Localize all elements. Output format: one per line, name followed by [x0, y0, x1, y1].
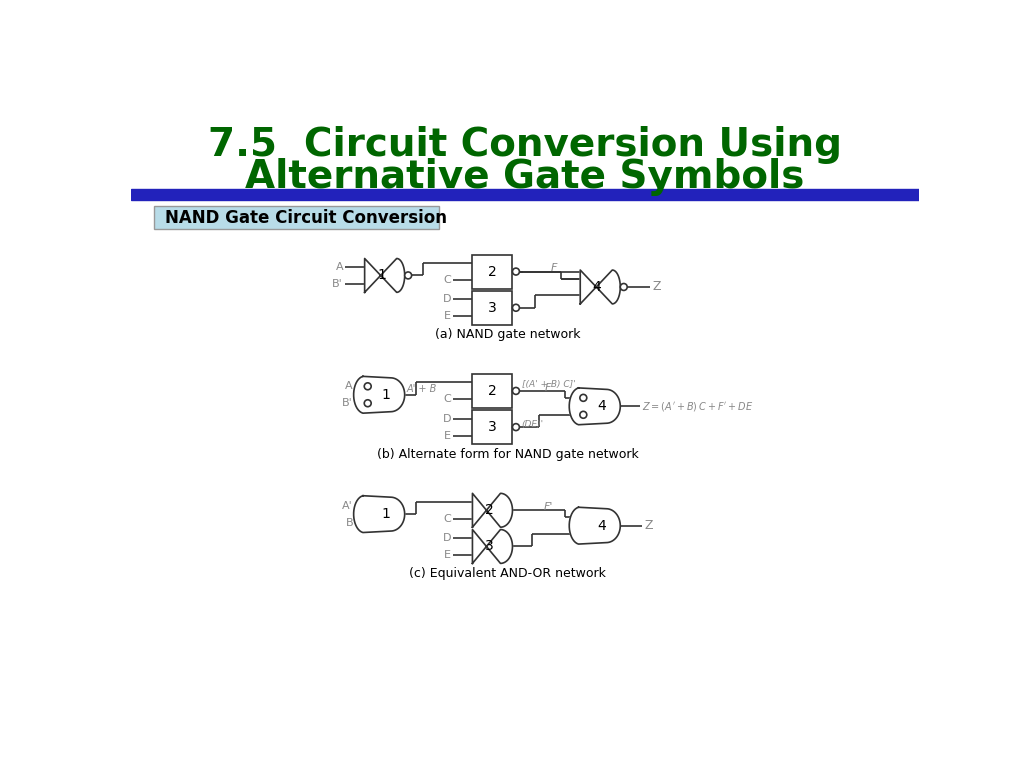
Text: 1: 1 — [382, 507, 390, 521]
FancyBboxPatch shape — [154, 206, 438, 229]
Text: A: A — [345, 381, 352, 392]
Text: 4: 4 — [597, 518, 606, 533]
Polygon shape — [569, 388, 621, 425]
Text: 1: 1 — [382, 388, 390, 402]
Circle shape — [580, 395, 587, 402]
Text: (DE)': (DE)' — [521, 419, 544, 429]
Circle shape — [404, 272, 412, 279]
Text: 3: 3 — [485, 539, 494, 554]
Text: B': B' — [342, 399, 352, 409]
Text: C: C — [443, 395, 451, 405]
Polygon shape — [353, 495, 404, 532]
Text: 2: 2 — [488, 264, 497, 279]
Text: 3: 3 — [488, 301, 497, 315]
Circle shape — [365, 400, 371, 407]
Text: 7.5  Circuit Conversion Using: 7.5 Circuit Conversion Using — [208, 125, 842, 164]
Polygon shape — [472, 493, 512, 527]
Text: A: A — [336, 262, 343, 272]
Text: (a) NAND gate network: (a) NAND gate network — [435, 328, 581, 341]
Text: F': F' — [544, 502, 553, 512]
Bar — [472, 291, 512, 325]
Polygon shape — [365, 259, 404, 293]
Bar — [131, 189, 920, 200]
Text: 2: 2 — [485, 503, 494, 518]
Text: C: C — [443, 275, 451, 285]
Text: A' + B: A' + B — [407, 383, 437, 394]
Text: 2: 2 — [488, 384, 497, 398]
Text: D: D — [442, 533, 451, 543]
Circle shape — [512, 304, 519, 311]
Circle shape — [365, 382, 371, 390]
Polygon shape — [353, 376, 404, 413]
Text: 4: 4 — [597, 399, 606, 413]
Text: D: D — [442, 294, 451, 304]
Text: E: E — [443, 431, 451, 441]
Circle shape — [580, 412, 587, 419]
Text: D: D — [442, 414, 451, 424]
Text: F: F — [545, 382, 551, 393]
Text: B: B — [345, 518, 353, 528]
Bar — [472, 374, 512, 408]
Text: E: E — [443, 311, 451, 321]
Text: (c) Equivalent AND-OR network: (c) Equivalent AND-OR network — [410, 567, 606, 580]
Bar — [472, 410, 512, 444]
Polygon shape — [581, 270, 621, 304]
Text: E: E — [443, 550, 451, 560]
Text: Alternative Gate Symbols: Alternative Gate Symbols — [245, 158, 805, 196]
Text: Z: Z — [644, 519, 652, 532]
Text: C: C — [443, 514, 451, 524]
Circle shape — [621, 283, 628, 290]
Text: B': B' — [333, 279, 343, 289]
Text: 3: 3 — [488, 420, 497, 434]
Polygon shape — [472, 529, 512, 564]
Text: NAND Gate Circuit Conversion: NAND Gate Circuit Conversion — [165, 209, 447, 227]
Text: 4: 4 — [593, 280, 601, 294]
Text: $Z = (A' + B)\,C + F' + DE$: $Z = (A' + B)\,C + F' + DE$ — [642, 400, 753, 413]
Text: 1: 1 — [377, 269, 386, 283]
Polygon shape — [569, 508, 621, 544]
Bar — [472, 255, 512, 289]
Text: Z: Z — [652, 280, 662, 293]
Text: A': A' — [342, 501, 353, 511]
Text: [(A' + B) C]': [(A' + B) C]' — [521, 380, 575, 389]
Text: (b) Alternate form for NAND gate network: (b) Alternate form for NAND gate network — [377, 448, 639, 461]
Circle shape — [512, 424, 519, 431]
Text: F: F — [551, 263, 557, 273]
Circle shape — [512, 268, 519, 275]
Circle shape — [512, 387, 519, 395]
